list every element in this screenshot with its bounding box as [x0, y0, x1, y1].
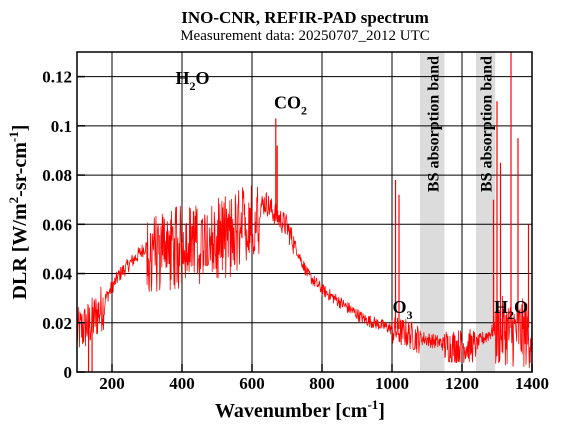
x-tick-label: 1400 — [515, 374, 549, 393]
y-tick-label: 0.02 — [42, 314, 72, 333]
chart-title: INO-CNR, REFIR-PAD spectrum — [181, 8, 429, 27]
plot-frame — [76, 51, 533, 373]
gas-annotation-2: CO2 — [274, 93, 307, 118]
x-tick-label: 1000 — [375, 374, 409, 393]
chart-subtitle: Measurement data: 20250707_2012 UTC — [180, 28, 430, 44]
x-tick-label: 600 — [239, 374, 265, 393]
absorption-band-2 — [476, 52, 496, 372]
x-axis-label: Wavenumber [cm-1] — [215, 397, 385, 422]
band-label-2: BS absorption band — [479, 56, 496, 192]
y-tick-label: 0.08 — [42, 166, 72, 185]
absorption-band-1 — [420, 52, 445, 372]
band-label-1: BS absorption band — [425, 56, 442, 192]
gas-annotation-1: H2O — [175, 68, 209, 93]
y-tick-label: 0.04 — [42, 265, 72, 284]
y-tick-label: 0 — [64, 363, 73, 382]
spectrum-line — [76, 185, 533, 369]
y-tick-label: 0.1 — [51, 117, 72, 136]
y-axis-ticks: 0 0.02 0.04 0.06 0.08 0.1 0.12 — [42, 68, 85, 382]
x-tick-label: 400 — [169, 374, 195, 393]
spectrum-series — [76, 52, 533, 372]
gas-annotation-4: H2O — [494, 297, 528, 322]
y-tick-label: 0.06 — [42, 215, 72, 234]
x-tick-label: 1200 — [445, 374, 479, 393]
absorption-bands — [420, 52, 496, 372]
x-tick-label: 800 — [309, 374, 335, 393]
y-axis-label: DLR [W/m2-sr-cm-1] — [6, 125, 31, 300]
x-axis-ticks: 200 400 600 800 1000 1200 1400 — [99, 364, 549, 393]
y-tick-label: 0.12 — [42, 68, 72, 87]
grid-lines — [77, 52, 532, 372]
band-labels: BS absorption band BS absorption band — [425, 56, 495, 192]
x-tick-label: 200 — [99, 374, 125, 393]
gas-annotations: H2O CO2 O3 H2O — [175, 68, 528, 322]
gas-annotation-3: O3 — [392, 297, 412, 322]
